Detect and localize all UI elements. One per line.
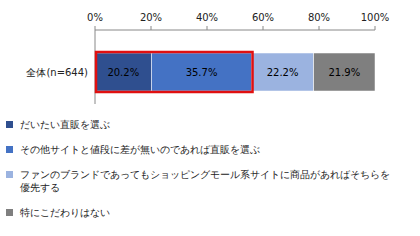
data-label: 22.2% bbox=[267, 67, 299, 78]
bar-segment bbox=[152, 53, 252, 91]
bars bbox=[95, 53, 375, 91]
data-label: 21.9% bbox=[328, 67, 360, 78]
bar-segment bbox=[252, 53, 314, 91]
legend-swatch bbox=[6, 121, 13, 128]
legend-swatch bbox=[6, 146, 13, 153]
bar-segment bbox=[314, 53, 375, 91]
legend-swatch bbox=[6, 171, 13, 178]
x-tick bbox=[319, 26, 320, 30]
legend-label: 特にこだわりはない bbox=[20, 206, 398, 219]
x-tick bbox=[95, 26, 96, 30]
x-tick-label: 60% bbox=[252, 12, 274, 23]
bar-segment bbox=[95, 53, 152, 91]
data-label: 20.2% bbox=[107, 67, 139, 78]
x-axis-line bbox=[95, 30, 375, 31]
data-labels: 20.2% 35.7% 22.2% 21.9% bbox=[107, 67, 360, 78]
legend-label: その他サイトと値段に差が無いのであれば直販を選ぶ bbox=[20, 143, 398, 156]
legend-swatch bbox=[6, 209, 13, 216]
chart-root: {"chart_data": {"type": "bar", "orientat… bbox=[0, 0, 420, 236]
x-tick bbox=[151, 26, 152, 30]
x-tick-label: 40% bbox=[196, 12, 218, 23]
chart-svg: 0% 20% 40% 60% 80% 100% 20.2% 35.7% 22.2% 21.9% 全体… bbox=[0, 0, 420, 236]
x-tick-label: 20% bbox=[140, 12, 162, 23]
x-tick-label: 80% bbox=[308, 12, 330, 23]
x-tick-label: 100% bbox=[361, 12, 390, 23]
x-tick bbox=[375, 26, 376, 30]
x-tick bbox=[207, 26, 208, 30]
x-tick-label: 0% bbox=[87, 12, 103, 23]
legend-label: だいたい直販を選ぶ bbox=[20, 118, 398, 131]
x-tick bbox=[263, 26, 264, 30]
highlight-frame bbox=[96, 52, 253, 92]
data-label: 35.7% bbox=[186, 67, 218, 78]
legend-label: ファンのブランドであってもショッピングモール系サイトに商品があればそちらを優先す… bbox=[20, 168, 398, 194]
category-label: 全体(n=644) bbox=[26, 67, 88, 78]
